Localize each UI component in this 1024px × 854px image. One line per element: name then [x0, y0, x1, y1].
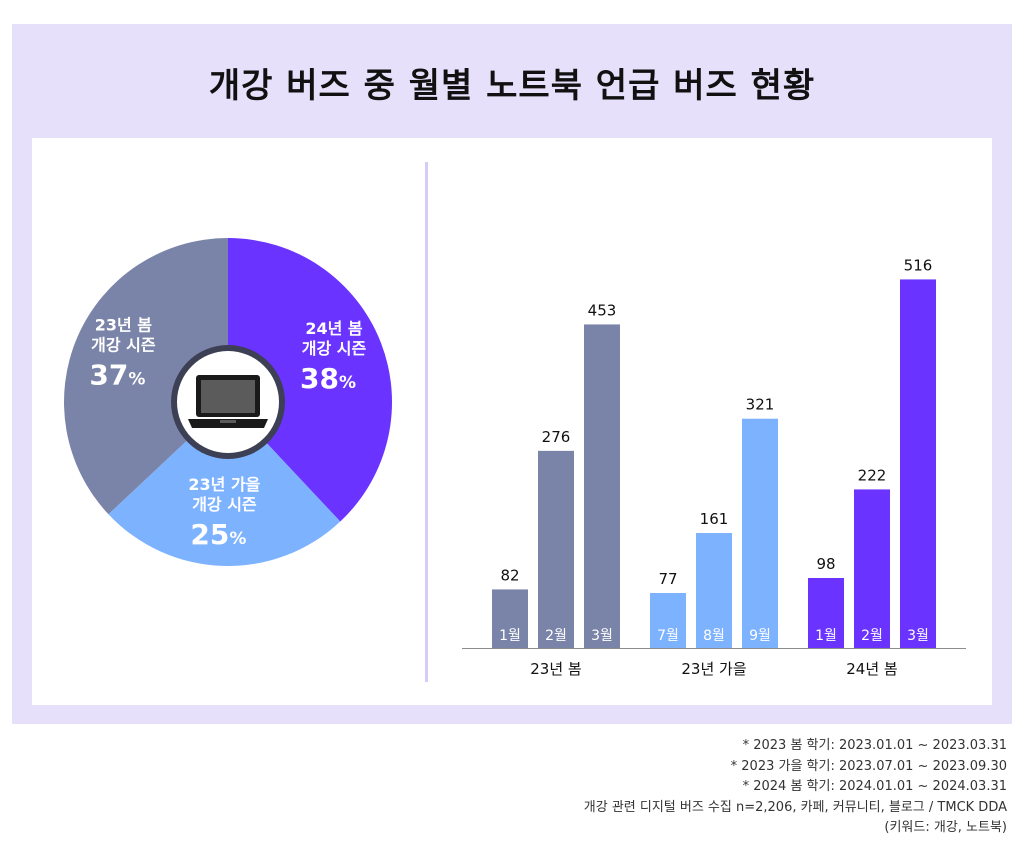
footnote-fall-2023: * 2023 가을 학기: 2023.07.01 ~ 2023.09.30 — [730, 758, 1007, 774]
bar-value-label: 77 — [658, 570, 677, 588]
pie-slice-1 — [108, 402, 341, 566]
laptop-icon — [188, 375, 268, 428]
group-label: 23년 봄 — [530, 660, 581, 678]
footnote-spring-2024: * 2024 봄 학기: 2024.01.01 ~ 2024.03.31 — [742, 779, 1007, 794]
bar-month-label: 1월 — [815, 628, 837, 644]
pie-label-0: 24년 봄개강 시즌 38% — [300, 319, 367, 395]
bar — [900, 279, 936, 648]
bar-value-label: 161 — [700, 510, 729, 528]
bar-value-label: 222 — [858, 466, 887, 484]
footnote-source: 개강 관련 디지털 버즈 수집 n=2,206, 카페, 커뮤니티, 블로그 /… — [583, 799, 1007, 815]
bar-value-label: 82 — [500, 566, 519, 584]
bar-value-label: 276 — [542, 428, 571, 446]
bar — [538, 450, 574, 648]
pie-label-line2: 개강 시즌 — [91, 336, 156, 355]
bar-month-label: 3월 — [591, 628, 613, 644]
footnotes: * 2023 봄 학기: 2023.01.01 ~ 2023.03.31 * 2… — [584, 736, 1007, 839]
bar — [696, 533, 732, 648]
bar-value-label: 516 — [904, 256, 933, 274]
bar — [742, 418, 778, 648]
bar — [808, 578, 844, 648]
pie-value-label: 37% — [89, 359, 145, 392]
bar-value-label: 321 — [746, 396, 775, 414]
bar — [854, 489, 890, 648]
pie-label-line1: 24년 봄 — [305, 319, 363, 338]
pie-label-line2: 개강 시즌 — [302, 339, 367, 358]
pie-slice-0 — [228, 238, 392, 522]
pie-label-line1: 23년 봄 — [95, 316, 153, 335]
pie-slice-2 — [64, 238, 228, 515]
pie-label-2: 23년 봄개강 시즌 37% — [89, 316, 156, 392]
bar — [492, 589, 528, 648]
pie-value-label: 38% — [300, 362, 356, 395]
panel-divider — [425, 162, 428, 682]
chart-title: 개강 버즈 중 월별 노트북 언급 버즈 현황 — [208, 66, 816, 106]
bar-month-label: 9월 — [749, 628, 771, 644]
pie-label-line2: 개강 시즌 — [192, 495, 257, 514]
bar-month-label: 7월 — [657, 628, 679, 644]
pie-value-label: 25% — [190, 518, 246, 551]
footnote-spring-2023: * 2023 봄 학기: 2023.01.01 ~ 2023.03.31 — [742, 738, 1007, 753]
bar — [650, 593, 686, 648]
pie-label-line1: 23년 가을 — [188, 475, 260, 494]
bar — [584, 324, 620, 648]
bar-month-label: 1월 — [499, 628, 521, 644]
bar-month-label: 2월 — [545, 628, 567, 644]
bar-value-label: 453 — [588, 301, 617, 319]
bar-month-label: 8월 — [703, 628, 725, 644]
group-label: 23년 가을 — [681, 660, 746, 678]
bar-month-label: 3월 — [907, 628, 929, 644]
footnote-keywords: (키워드: 개강, 노트북) — [884, 820, 1007, 835]
bar-value-label: 98 — [816, 555, 835, 573]
group-label: 24년 봄 — [846, 660, 897, 678]
bar-month-label: 2월 — [861, 628, 883, 644]
